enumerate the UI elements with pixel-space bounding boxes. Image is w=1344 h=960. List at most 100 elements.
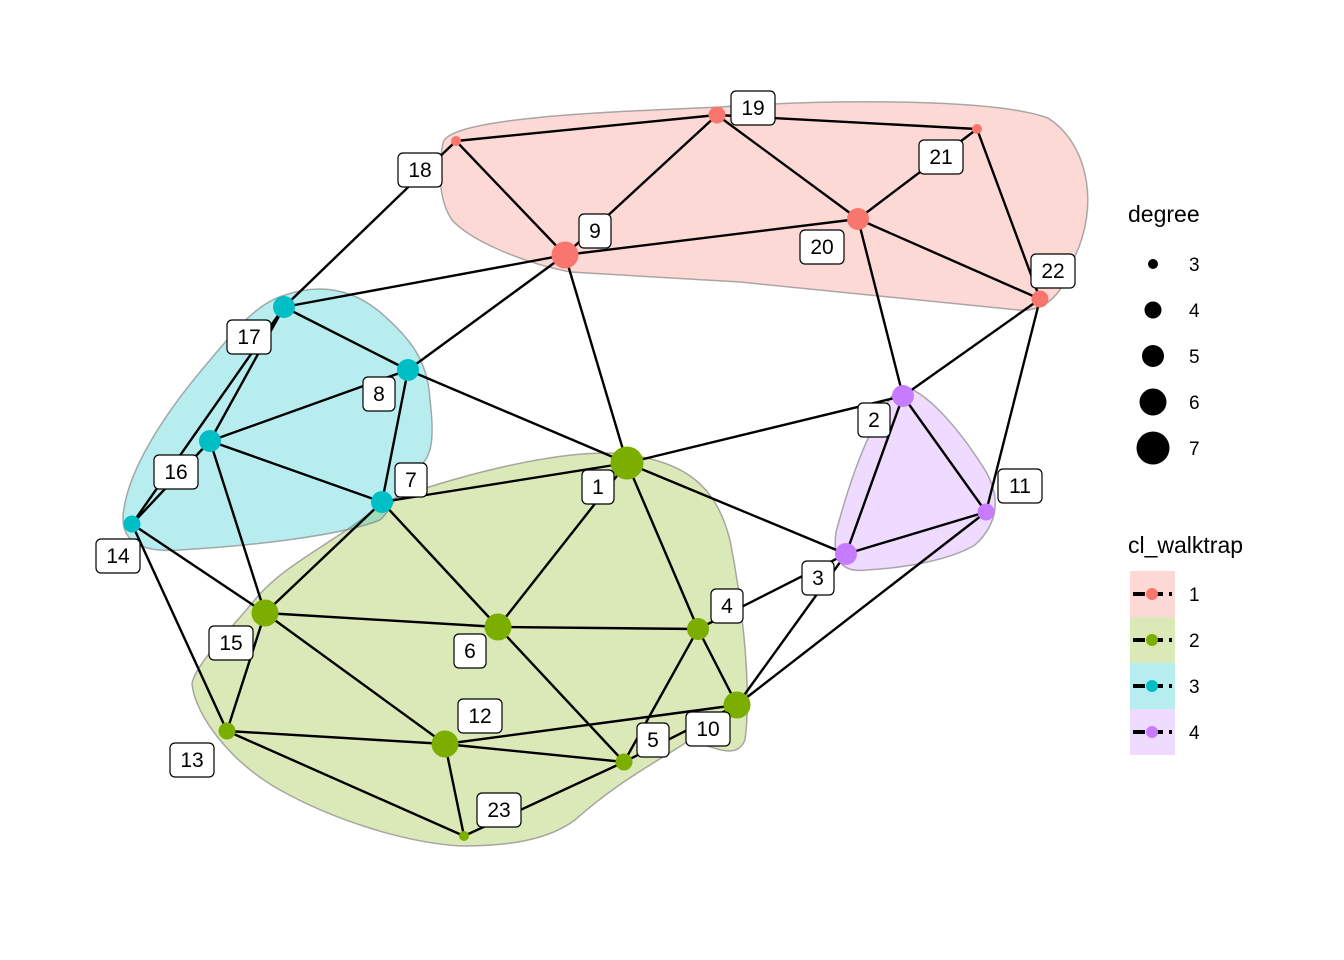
node-5: [615, 753, 633, 771]
node-label-text: 23: [487, 799, 510, 822]
edge-12-5: [444, 742, 625, 764]
node-12: [431, 730, 459, 758]
node-7: [371, 491, 393, 513]
edge-9-17: [283, 253, 566, 309]
edge-15-13: [225, 612, 267, 732]
edge-18-19: [455, 113, 718, 143]
legend-cluster-key-dot: [1146, 634, 1158, 646]
legend-cluster-label: 2: [1189, 631, 1200, 652]
edge-16-15: [208, 440, 267, 614]
node-23: [459, 831, 469, 841]
node-1: [610, 446, 644, 480]
edges: [130, 113, 1042, 838]
node-label-text: 12: [468, 705, 491, 728]
node-label-text: 7: [405, 469, 417, 492]
legend-degree-key-3: [1148, 259, 1158, 269]
node-label-19: 19: [730, 90, 776, 126]
legend-degree-label-3: 3: [1189, 255, 1200, 276]
edge-7-15: [264, 501, 383, 614]
edge-17-8: [283, 305, 409, 372]
node-label-text: 20: [810, 236, 833, 259]
edge-15-6: [264, 611, 499, 629]
node-label-text: 21: [929, 146, 952, 169]
legend-degree-key-7: [1136, 431, 1170, 465]
legend-cluster-item-2: 2: [1130, 617, 1200, 663]
edge-4-10: [696, 628, 739, 706]
edge-19-20: [716, 114, 859, 220]
node-18: [451, 136, 461, 146]
legend-cluster-title: cl_walktrap: [1128, 532, 1243, 558]
node-label-box: [730, 90, 776, 126]
edge-7-6: [381, 501, 499, 628]
node-label-text: 16: [164, 461, 187, 484]
node-label-box: [581, 469, 615, 505]
node-label-23: 23: [476, 792, 522, 828]
edge-3-11: [845, 510, 987, 556]
node-6: [484, 613, 512, 641]
node-label-21: 21: [918, 139, 964, 175]
node-label-box: [1030, 253, 1076, 289]
node-3: [835, 543, 857, 565]
edge-11-10: [736, 511, 987, 706]
legend-cluster: cl_walktrap 1 2 3 4: [1128, 532, 1243, 755]
node-label-box: [153, 454, 199, 490]
edge-8-1: [407, 368, 628, 465]
node-label-text: 19: [741, 97, 764, 120]
node-8: [397, 359, 419, 381]
edge-20-22: [857, 217, 1041, 301]
node-label-15: 15: [208, 625, 254, 661]
edge-1-4: [625, 462, 700, 630]
node-label-7: 7: [394, 462, 428, 498]
node-label-text: 5: [647, 729, 659, 752]
node-label-22: 22: [1030, 253, 1076, 289]
edge-9-8: [407, 254, 566, 371]
node-label-box: [710, 588, 744, 624]
node-label-4: 4: [710, 588, 744, 624]
node-10: [723, 691, 751, 719]
node-label-13: 13: [169, 742, 215, 778]
node-20: [847, 208, 869, 230]
edge-16-7: [209, 439, 383, 504]
edge-14-13: [130, 523, 229, 732]
node-22: [1031, 290, 1049, 308]
node-label-box: [457, 698, 503, 734]
node-label-box: [95, 538, 141, 574]
node-15: [251, 599, 279, 627]
node-label-box: [636, 722, 670, 758]
node-label-box: [685, 711, 731, 747]
legend-cluster-label: 3: [1189, 677, 1200, 698]
edge-14-15: [131, 523, 266, 614]
edge-6-4: [497, 625, 699, 631]
edge-9-20: [564, 217, 859, 257]
node-2: [892, 385, 914, 407]
node-label-text: 2: [868, 409, 880, 432]
legend-degree-label-7: 7: [1189, 439, 1200, 460]
edge-2-3: [844, 395, 905, 555]
node-label-box: [799, 229, 845, 265]
node-label-box: [394, 462, 428, 498]
nodes: [123, 106, 1049, 841]
legend-cluster-label: 1: [1189, 585, 1200, 606]
node-label-10: 10: [685, 711, 731, 747]
node-label-1: 1: [581, 469, 615, 505]
edge-9-1: [563, 254, 629, 464]
node-label-text: 9: [589, 220, 601, 243]
edge-1-3: [626, 461, 847, 556]
legend-degree-key-6: [1139, 388, 1167, 416]
node-label-14: 14: [95, 538, 141, 574]
node-label-6: 6: [453, 633, 487, 669]
edge-18-9: [455, 140, 566, 256]
node-label-text: 3: [812, 567, 824, 590]
edge-22-2: [902, 298, 1041, 397]
node-label-box: [801, 560, 835, 596]
node-label-box: [397, 152, 443, 188]
node-17: [273, 296, 295, 318]
edge-12-10: [444, 703, 738, 746]
edge-4-5: [622, 628, 700, 763]
node-14: [123, 515, 141, 533]
edge-13-12: [226, 729, 446, 746]
node-label-box: [169, 742, 215, 778]
node-label-12: 12: [457, 698, 503, 734]
node-13: [218, 722, 236, 740]
